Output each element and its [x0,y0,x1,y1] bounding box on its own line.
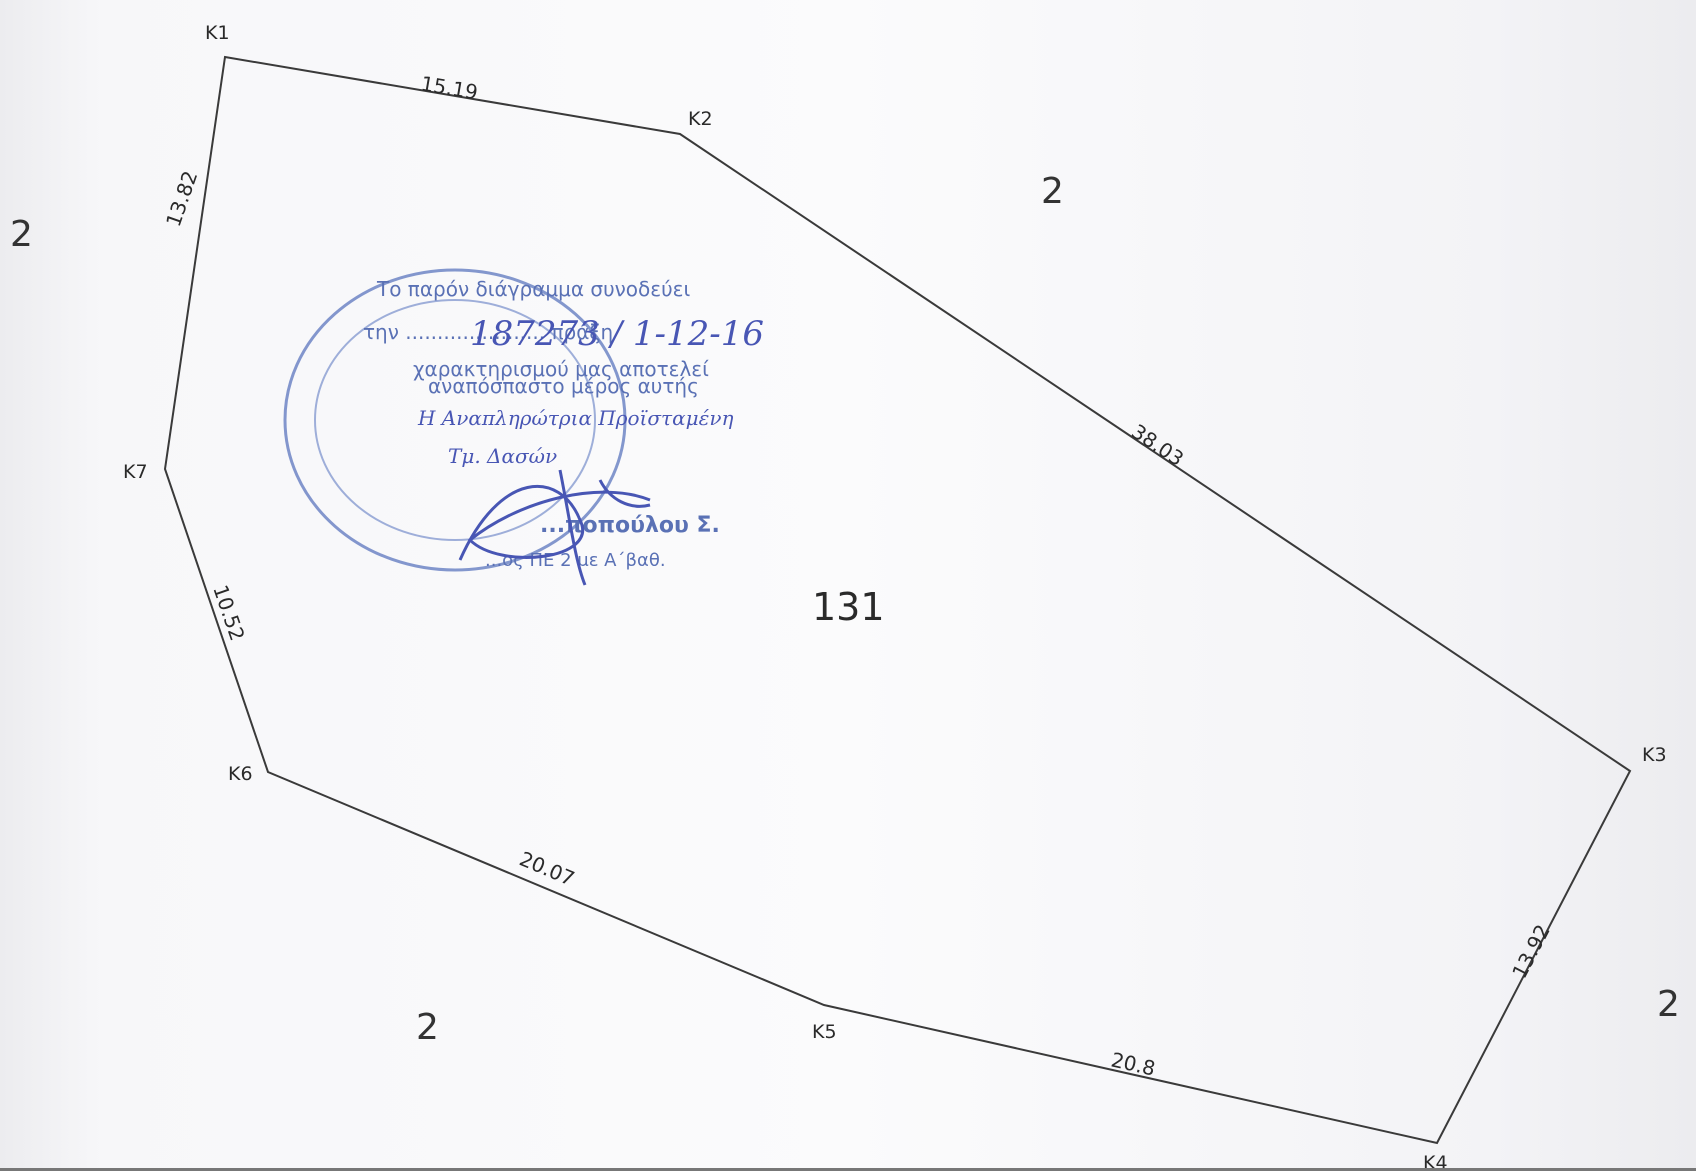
official-stamp: Το παρόν διάγραμμα συνοδεύει την .......… [283,268,764,586]
edge-length-k4-k5: 20.8 [1109,1047,1158,1080]
vertex-label-k1: K1 [205,22,230,44]
scan-bottom-edge [0,1168,1696,1171]
edge-length-k5-k6: 20.07 [516,846,578,890]
stamp-line-1: Το παρόν διάγραμμα συνοδεύει [376,277,690,301]
vertex-label-k3: K3 [1642,744,1667,766]
stamp-line-2: την ...................... πράξη [363,320,613,344]
parcel-number: 131 [812,585,885,629]
signature [458,469,651,586]
stamp-inner-ring [314,299,596,541]
edge-length-k3-k4: 13.92 [1507,920,1555,982]
vertex-label-k4: K4 [1423,1152,1448,1171]
stamp-line-3: χαρακτηρισμού μας αποτελεί [413,357,709,381]
vertex-label-k5: K5 [812,1021,837,1043]
edge-length-k7-k1: 13.82 [161,168,202,230]
neighbor-parcel-label-west: 2 [10,214,33,255]
stamp-line-5: ...ποπούλου Σ. [540,513,720,538]
handwritten-protocol-number: 187273 / 1-12-16 [470,314,764,354]
edge-length-k2-k3: 38.03 [1127,419,1188,471]
stamp-outer-ring [283,268,627,572]
stamp-line-4: αναπόσπαστο μέρος αυτής [428,374,699,398]
neighbor-parcel-label-south: 2 [416,1007,439,1048]
stamp-line-6: ...ος ΠΕ 2 με Α΄βαθ. [485,550,666,571]
edge-length-k1-k2: 15.19 [419,71,479,104]
handwritten-department: Τμ. Δασών [448,444,557,468]
handwritten-signatory-title: Η Αναπληρώτρια Προϊσταμένη [417,406,733,430]
parcel-boundary [163,55,1632,1145]
vertex-label-k7: K7 [123,461,148,483]
vertex-label-k2: K2 [688,108,713,130]
neighbor-parcel-label-east: 2 [1657,984,1680,1025]
vertex-label-k6: K6 [228,763,253,785]
neighbor-parcel-label-north: 2 [1041,171,1064,212]
